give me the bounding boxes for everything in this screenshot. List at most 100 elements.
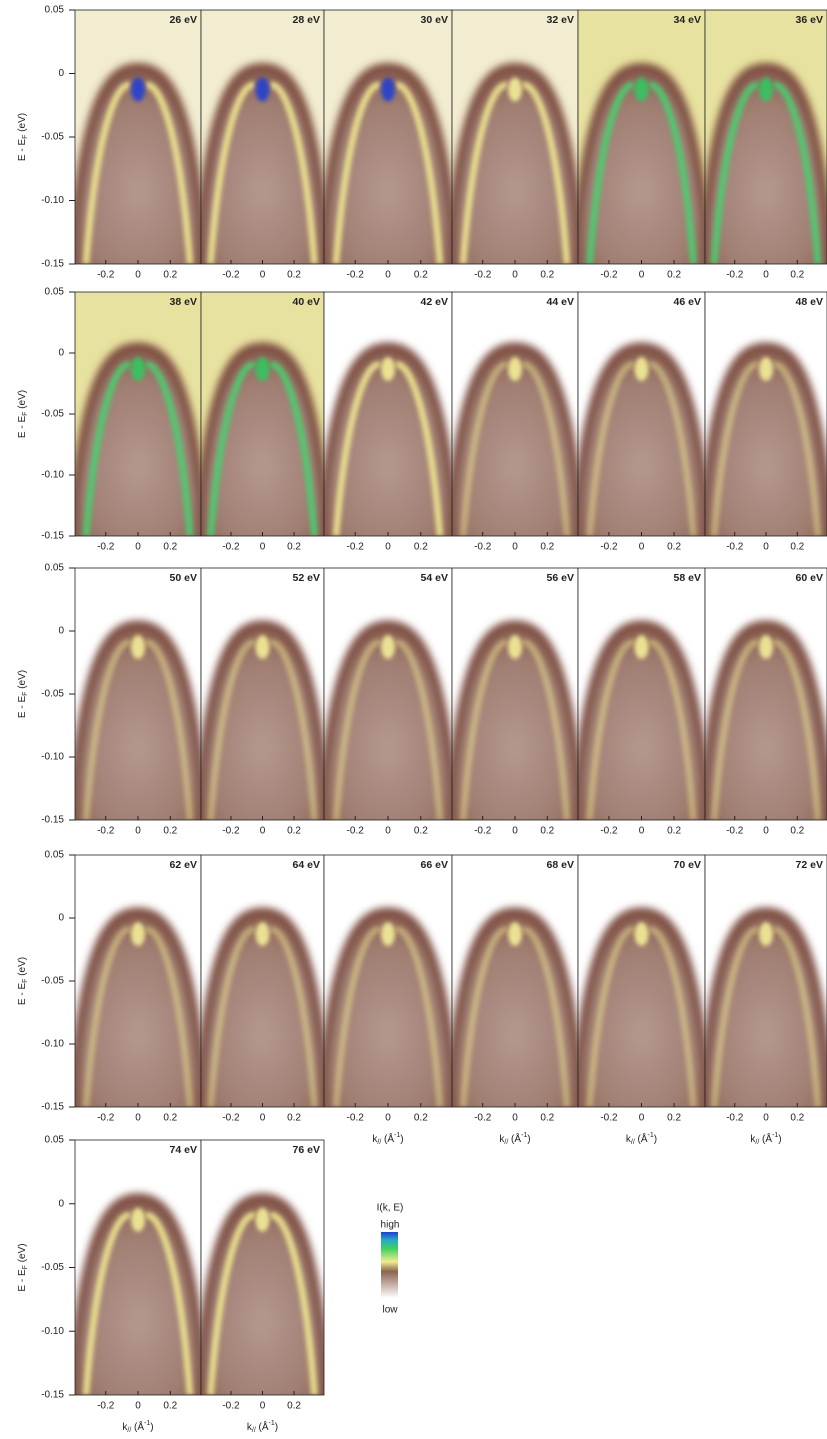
x-tick-label: 0 [135,270,141,281]
x-tick-label: -0.2 [347,826,365,837]
x-tick-label: -0.2 [97,1401,115,1412]
x-tick-label: 0 [135,1113,141,1124]
band-arms [586,639,697,820]
x-tick-label: 0.2 [790,542,804,553]
panel-label: 76 eV [293,1144,320,1156]
x-tick-label: 0 [763,542,769,553]
band-top [381,77,395,102]
y-axis-label: E - EF (eV) [17,1243,29,1291]
band-top [255,922,270,946]
intensity-map [452,292,578,536]
panel: 26 eV -0.2 0 0.2 [74,9,202,281]
panel-label: 30 eV [421,14,448,26]
x-tick-label: 0 [639,542,645,553]
x-label-main: k [122,1422,128,1433]
x-tick-label: -0.2 [222,1401,240,1412]
panel-label: 60 eV [796,572,823,584]
panel: 70 eV -0.2 0 0.2 k// (Å-1) [577,854,706,1146]
band-top [255,357,270,381]
x-label-unit: (Å [759,1132,772,1145]
band-top [759,357,773,381]
x-label-sup: -1 [648,1132,654,1139]
intensity-map [452,855,578,1107]
x-tick-label: -0.2 [600,542,618,553]
band-top [381,357,395,381]
band-arms [710,639,822,820]
x-axis-label: k// (Å-1) [122,1420,153,1434]
panel: 28 eV -0.2 0 0.2 [200,9,325,281]
band-arms [459,361,571,536]
panel-label: 50 eV [170,572,197,584]
x-label-close: ) [527,1134,530,1145]
y-label-sub: F [22,1265,29,1269]
intensity-map [75,10,201,264]
y-tick-label: 0 [58,626,64,637]
x-tick-label: 0 [639,270,645,281]
y-label-sub: F [22,412,29,416]
y-tick-label: 0.05 [45,1135,65,1146]
y-tick-label: -0.15 [41,1390,64,1401]
intensity-map [75,568,201,820]
panel: 44 eV -0.2 0 0.2 [451,291,579,553]
panel: 46 eV -0.2 0 0.2 [577,291,706,553]
band-arms [207,361,318,536]
intensity-map [705,568,827,820]
x-label-sub: // [755,1139,759,1146]
panel-label: 68 eV [547,859,574,871]
x-label-main: k [499,1134,505,1145]
y-tick-label: -0.10 [41,1039,64,1050]
x-label-sub: // [504,1139,508,1146]
y-axis-label: E - EF (eV) [17,670,29,718]
x-tick-label: -0.2 [97,826,115,837]
y-tick-label: -0.05 [41,1262,64,1273]
x-tick-label: 0 [135,1401,141,1412]
x-tick-label: 0.2 [163,1113,177,1124]
intensity-map [201,568,324,820]
panel-label: 42 eV [421,296,448,308]
panel: 38 eV -0.2 0 0.2 [74,291,202,553]
y-tick-label: 0.05 [45,5,65,16]
x-tick-label: 0.2 [667,826,681,837]
x-tick-label: 0 [639,826,645,837]
band-top [131,635,145,659]
intensity-map [452,568,578,820]
panel-label: 64 eV [293,859,320,871]
x-tick-label: 0.2 [790,270,804,281]
panel: 40 eV -0.2 0 0.2 [200,291,325,553]
band-top [759,77,773,102]
band-arms [586,926,697,1107]
y-tick-label: -0.10 [41,195,64,206]
y-tick-label: -0.10 [41,1326,64,1337]
band-top [759,922,773,946]
x-tick-label: 0.2 [414,1113,428,1124]
panel: 54 eV -0.2 0 0.2 [323,567,453,837]
band-top [634,635,649,659]
x-tick-label: -0.2 [222,270,240,281]
x-label-main: k [372,1134,378,1145]
intensity-map [324,10,452,264]
y-label-sub: F [22,692,29,696]
x-tick-label: 0 [763,1113,769,1124]
panel-label: 58 eV [674,572,701,584]
x-label-close: ) [275,1422,278,1433]
x-label-main: k [750,1134,756,1145]
x-tick-label: 0.2 [287,270,301,281]
x-tick-label: 0.2 [287,1401,301,1412]
x-tick-label: -0.2 [474,826,492,837]
x-axis-label: k// (Å-1) [372,1132,403,1146]
x-axis-label: k// (Å-1) [247,1420,278,1434]
band-arms [710,926,822,1107]
y-axis-label: E - EF (eV) [17,957,29,1005]
x-tick-label: 0 [260,542,266,553]
band-top [255,635,270,659]
y-tick-label: -0.15 [41,815,64,826]
band-arms [459,639,571,820]
x-tick-label: -0.2 [97,1113,115,1124]
intensity-map [578,292,705,536]
x-tick-label: 0.2 [287,826,301,837]
intensity-map [201,10,324,264]
x-tick-label: 0 [385,826,391,837]
band-arms [207,639,318,820]
x-tick-label: 0.2 [790,826,804,837]
